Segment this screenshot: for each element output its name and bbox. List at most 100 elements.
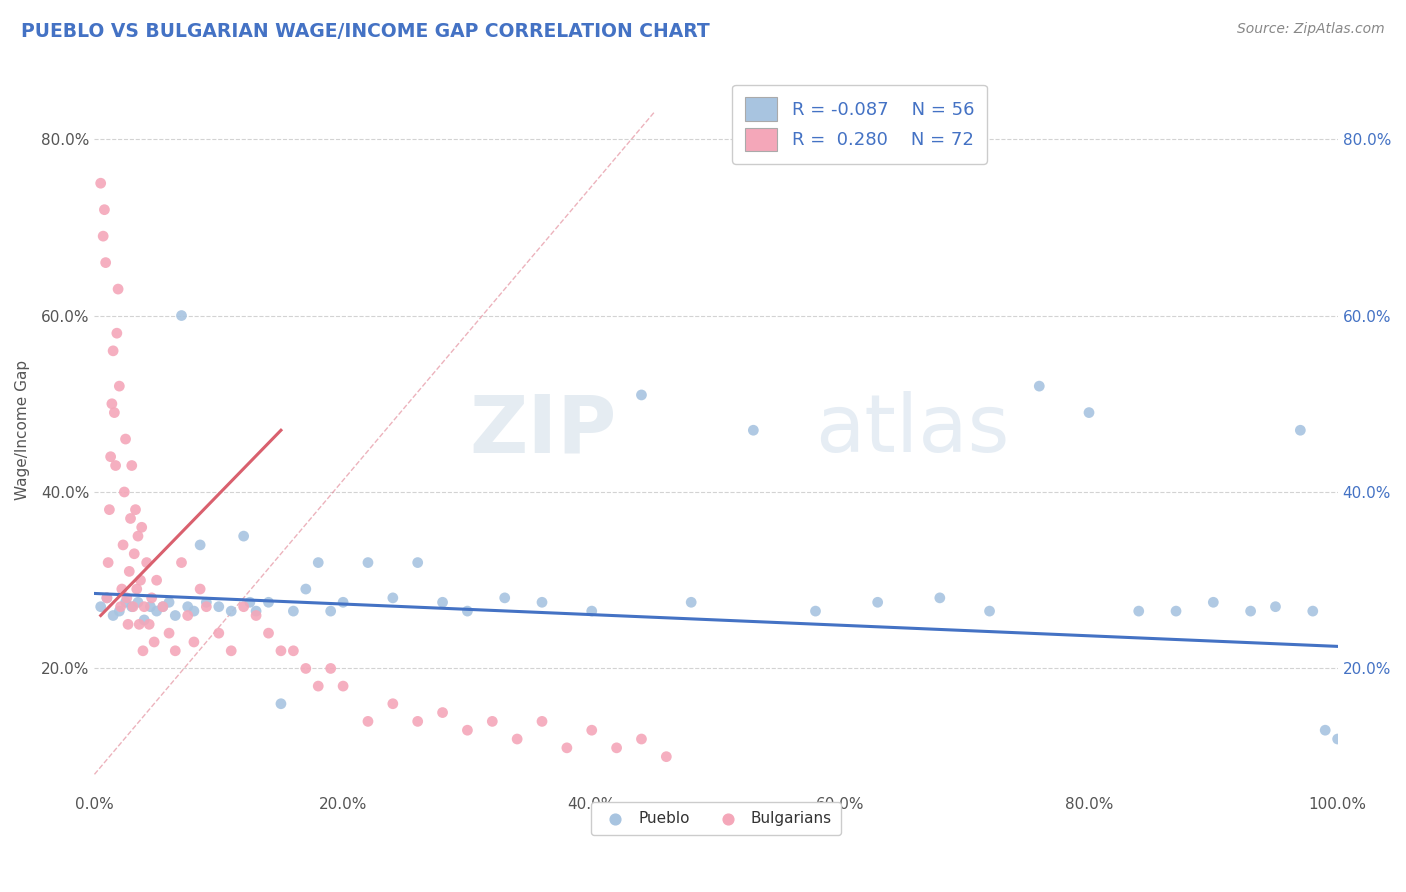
Point	[132, 644, 155, 658]
Point	[188, 582, 211, 596]
Point	[432, 706, 454, 720]
Point	[804, 604, 827, 618]
Point	[121, 599, 143, 614]
Point	[131, 520, 153, 534]
Point	[319, 661, 342, 675]
Point	[195, 595, 218, 609]
Point	[110, 599, 132, 614]
Point	[125, 582, 148, 596]
Point	[530, 595, 553, 609]
Point	[91, 229, 114, 244]
Point	[979, 604, 1001, 618]
Point	[432, 595, 454, 609]
Point	[170, 556, 193, 570]
Point	[90, 599, 112, 614]
Point	[124, 502, 146, 516]
Point	[219, 644, 242, 658]
Point	[101, 608, 124, 623]
Point	[456, 604, 478, 618]
Point	[134, 599, 156, 614]
Point	[135, 556, 157, 570]
Point	[111, 582, 134, 596]
Point	[357, 714, 380, 729]
Point	[127, 595, 149, 609]
Point	[1326, 732, 1348, 747]
Point	[104, 458, 127, 473]
Point	[128, 617, 150, 632]
Legend: Pueblo, Bulgarians: Pueblo, Bulgarians	[591, 802, 841, 835]
Point	[630, 388, 652, 402]
Point	[1028, 379, 1050, 393]
Point	[152, 599, 174, 614]
Point	[456, 723, 478, 738]
Point	[177, 608, 200, 623]
Point	[120, 511, 142, 525]
Point	[97, 556, 120, 570]
Point	[1164, 604, 1187, 618]
Point	[183, 604, 205, 618]
Point	[1264, 599, 1286, 614]
Point	[283, 604, 305, 618]
Point	[406, 714, 429, 729]
Point	[742, 423, 765, 437]
Point	[295, 661, 318, 675]
Point	[90, 176, 112, 190]
Point	[165, 644, 187, 658]
Point	[1128, 604, 1150, 618]
Point	[100, 450, 122, 464]
Point	[121, 458, 143, 473]
Point	[866, 595, 889, 609]
Point	[406, 556, 429, 570]
Point	[101, 397, 124, 411]
Point	[295, 582, 318, 596]
Point	[655, 749, 678, 764]
Point	[114, 432, 136, 446]
Point	[332, 595, 354, 609]
Point	[606, 740, 628, 755]
Point	[1315, 723, 1337, 738]
Point	[245, 604, 267, 618]
Point	[141, 591, 163, 605]
Point	[129, 573, 152, 587]
Point	[232, 599, 254, 614]
Point	[145, 573, 167, 587]
Point	[177, 599, 200, 614]
Point	[630, 732, 652, 747]
Point	[170, 309, 193, 323]
Point	[101, 343, 124, 358]
Text: PUEBLO VS BULGARIAN WAGE/INCOME GAP CORRELATION CHART: PUEBLO VS BULGARIAN WAGE/INCOME GAP CORR…	[21, 22, 710, 41]
Point	[122, 547, 145, 561]
Point	[115, 591, 138, 605]
Point	[96, 591, 118, 605]
Y-axis label: Wage/Income Gap: Wage/Income Gap	[15, 360, 30, 500]
Point	[152, 599, 174, 614]
Point	[138, 617, 160, 632]
Point	[494, 591, 516, 605]
Point	[270, 697, 292, 711]
Point	[245, 608, 267, 623]
Point	[134, 613, 156, 627]
Point	[165, 608, 187, 623]
Point	[107, 282, 129, 296]
Point	[681, 595, 703, 609]
Point	[581, 604, 603, 618]
Point	[1078, 406, 1101, 420]
Point	[96, 591, 118, 605]
Point	[188, 538, 211, 552]
Point	[1289, 423, 1312, 437]
Point	[118, 565, 141, 579]
Point	[117, 617, 139, 632]
Point	[307, 679, 329, 693]
Point	[1239, 604, 1261, 618]
Point	[257, 595, 280, 609]
Point	[108, 379, 131, 393]
Point	[555, 740, 578, 755]
Point	[183, 635, 205, 649]
Point	[208, 599, 231, 614]
Point	[581, 723, 603, 738]
Point	[157, 626, 180, 640]
Point	[143, 635, 166, 649]
Point	[157, 595, 180, 609]
Point	[122, 599, 145, 614]
Point	[481, 714, 503, 729]
